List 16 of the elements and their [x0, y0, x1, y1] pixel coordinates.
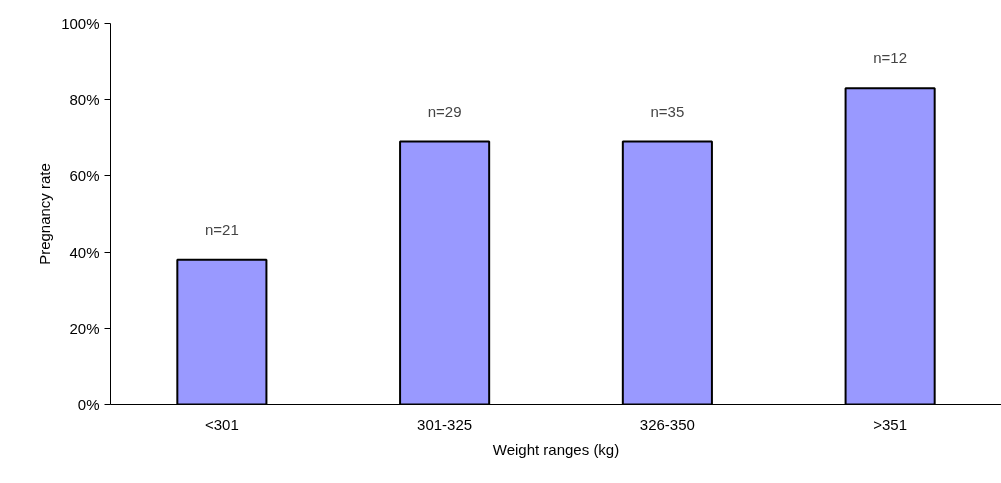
x-tick-label: 326-350 — [639, 415, 695, 433]
x-tick-label: <301 — [204, 415, 239, 433]
x-tick-label: >351 — [873, 415, 908, 433]
y-tick-label: 20% — [69, 319, 100, 337]
y-tick-label: 40% — [69, 243, 100, 261]
y-axis-title: Pregnancy rate — [36, 163, 54, 265]
annotation: n=29 — [427, 102, 462, 120]
y-tick-label: 80% — [69, 91, 100, 109]
annotation: n=35 — [650, 102, 685, 120]
x-tick-label: 301-325 — [417, 415, 473, 433]
x-axis-title: Weight ranges (kg) — [492, 440, 620, 458]
annotation: n=21 — [204, 220, 239, 238]
y-tick-label: 100% — [61, 15, 100, 32]
y-tick-label: 60% — [69, 167, 100, 185]
y-tick-label: 0% — [77, 396, 100, 413]
annotation: n=12 — [873, 49, 908, 67]
